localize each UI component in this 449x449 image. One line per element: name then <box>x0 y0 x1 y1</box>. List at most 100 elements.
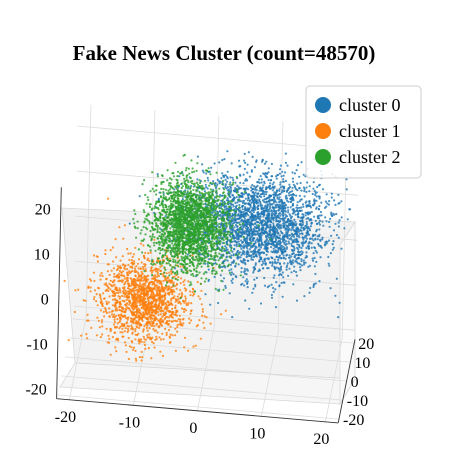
data-point <box>270 296 274 299</box>
data-point <box>226 170 229 173</box>
data-point <box>199 222 202 225</box>
data-point <box>243 272 247 275</box>
data-point <box>121 255 124 258</box>
data-point <box>169 182 172 185</box>
data-point <box>132 217 135 221</box>
data-point <box>240 247 243 250</box>
data-point <box>235 262 238 265</box>
data-point <box>268 210 271 213</box>
data-point <box>136 312 139 315</box>
data-point <box>287 211 290 214</box>
data-point <box>258 233 261 236</box>
data-point <box>130 346 133 349</box>
data-point <box>226 150 229 153</box>
data-point <box>291 252 294 255</box>
data-point <box>262 215 265 218</box>
data-point <box>325 220 328 223</box>
data-point <box>263 190 267 194</box>
data-point <box>143 341 146 344</box>
data-point <box>118 295 122 298</box>
data-point <box>307 245 310 248</box>
data-point <box>205 186 208 189</box>
data-point <box>236 225 239 229</box>
data-point <box>77 288 80 291</box>
data-point <box>243 159 246 162</box>
axis-lines <box>56 187 356 424</box>
data-point <box>143 289 146 292</box>
data-point <box>239 209 242 212</box>
data-point <box>180 295 183 298</box>
data-point <box>321 220 324 223</box>
data-point <box>167 303 171 306</box>
data-point <box>253 251 257 254</box>
data-point <box>188 317 191 320</box>
data-point <box>224 245 227 248</box>
data-point <box>155 193 158 196</box>
data-point <box>329 217 332 220</box>
data-point <box>93 296 96 299</box>
data-point <box>144 284 147 287</box>
data-point <box>145 326 148 329</box>
data-point <box>211 270 214 273</box>
data-point <box>160 303 163 306</box>
data-point <box>142 244 145 247</box>
data-point <box>232 261 235 264</box>
data-point <box>272 234 275 237</box>
data-point <box>232 273 235 276</box>
data-point <box>113 318 116 321</box>
data-point <box>101 333 104 336</box>
data-point <box>169 325 172 328</box>
data-point <box>142 254 145 258</box>
data-point <box>230 268 233 271</box>
data-point <box>163 296 166 299</box>
data-point <box>280 256 283 260</box>
data-point <box>243 250 246 254</box>
data-point <box>85 333 88 336</box>
data-point <box>134 316 138 319</box>
data-point <box>201 163 204 166</box>
data-point <box>275 175 278 178</box>
data-point <box>272 186 275 189</box>
data-point <box>234 224 238 227</box>
data-point <box>315 195 318 198</box>
data-point <box>198 252 201 255</box>
data-point <box>289 216 293 220</box>
data-point <box>305 217 308 220</box>
data-point <box>328 220 331 224</box>
data-point <box>246 249 249 252</box>
data-point <box>221 172 224 175</box>
data-point <box>92 298 96 301</box>
data-point <box>285 242 288 246</box>
data-point <box>141 251 144 254</box>
data-point <box>314 238 317 241</box>
data-point <box>124 327 127 330</box>
data-point <box>80 334 83 337</box>
data-point <box>151 295 154 298</box>
data-point <box>230 246 233 249</box>
data-point <box>251 184 254 187</box>
data-point <box>225 240 228 244</box>
data-point <box>260 178 263 181</box>
data-point <box>260 234 263 237</box>
data-point <box>140 299 143 302</box>
data-point <box>134 294 137 297</box>
data-point <box>160 318 163 321</box>
data-point <box>281 271 284 274</box>
data-point <box>237 214 240 217</box>
data-point <box>158 336 161 339</box>
data-point <box>302 259 305 262</box>
data-point <box>179 320 182 323</box>
data-point <box>143 313 146 316</box>
data-point <box>176 323 179 327</box>
data-point <box>151 301 154 304</box>
data-point <box>315 260 318 263</box>
data-point <box>196 280 199 284</box>
data-point <box>257 208 260 211</box>
data-point <box>116 265 120 268</box>
data-point <box>290 238 293 241</box>
data-point <box>174 349 177 352</box>
data-point <box>320 201 323 204</box>
data-point <box>152 327 155 331</box>
data-point <box>279 181 282 184</box>
data-point <box>189 319 193 322</box>
